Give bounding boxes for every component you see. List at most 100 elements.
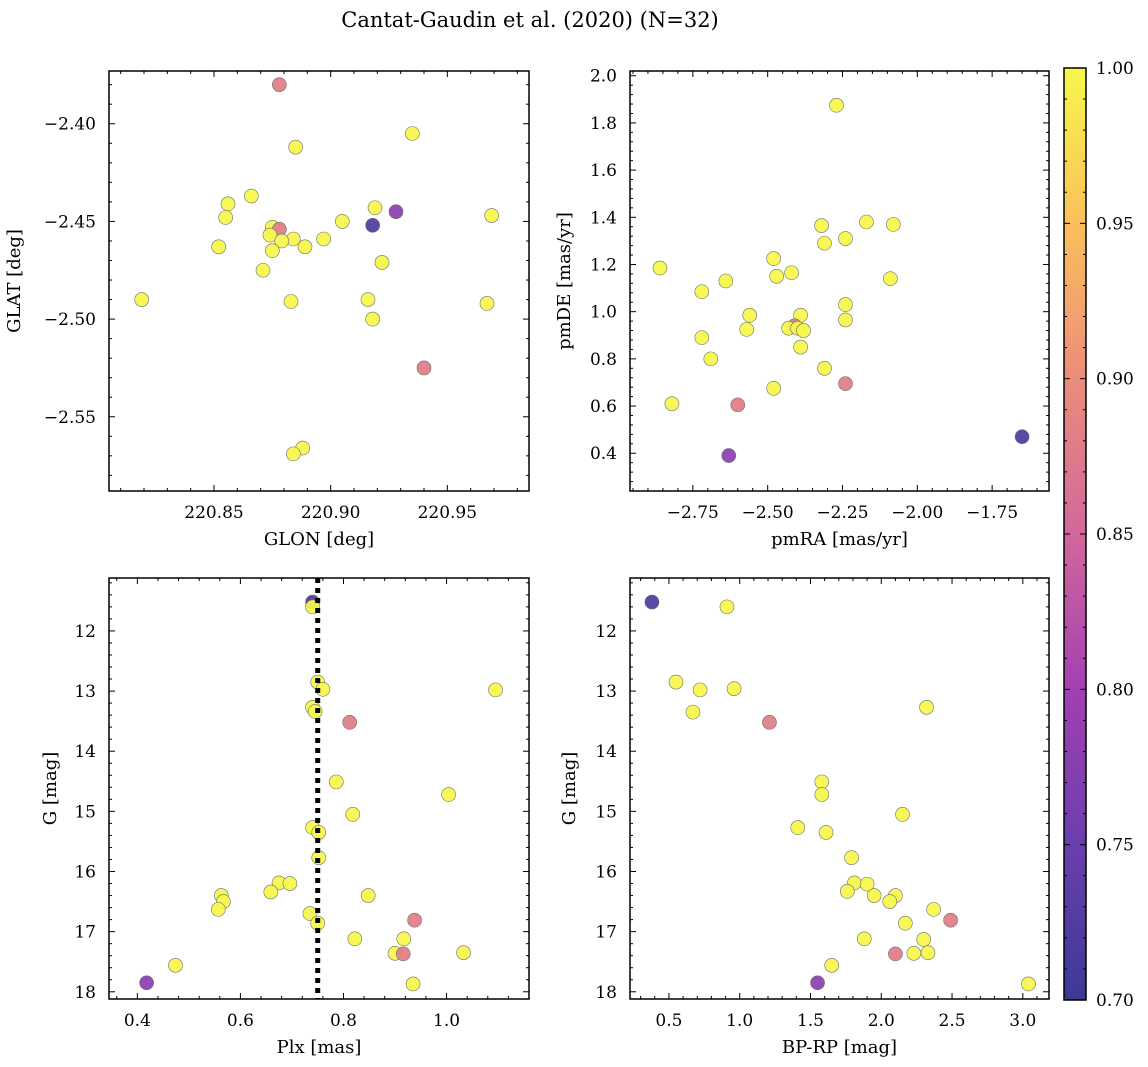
y-tick-label: 0.4 bbox=[590, 444, 617, 464]
figure-title: Cantat-Gaudin et al. (2020) (N=32) bbox=[341, 8, 719, 32]
scatter-point bbox=[168, 958, 183, 973]
scatter-point bbox=[1021, 976, 1036, 992]
scatter-point bbox=[817, 361, 832, 376]
scatter-point bbox=[692, 682, 708, 698]
x-axis-label: pmRA [mas/yr] bbox=[771, 529, 908, 550]
x-tick-label: 0.4 bbox=[124, 1011, 151, 1031]
scatter-point bbox=[360, 888, 376, 903]
scatter-point bbox=[886, 217, 901, 232]
scatter-point bbox=[829, 97, 844, 113]
scatter-point bbox=[838, 231, 853, 246]
scatter-point bbox=[365, 311, 380, 327]
scatter-point bbox=[316, 231, 331, 247]
scatter-point bbox=[844, 850, 859, 865]
scatter-point bbox=[895, 807, 910, 822]
scatter-point bbox=[407, 912, 422, 928]
y-tick-label: 13 bbox=[74, 682, 96, 702]
y-tick-label: −2.40 bbox=[44, 115, 96, 135]
scatter-point bbox=[210, 902, 226, 917]
y-tick-label: 18 bbox=[595, 983, 617, 1003]
scatter-point bbox=[859, 876, 875, 892]
scatter-point bbox=[282, 876, 298, 891]
scatter-point bbox=[810, 975, 825, 991]
x-tick-label: 0.8 bbox=[330, 1011, 357, 1031]
x-axis-label: Plx [mas] bbox=[277, 1037, 362, 1058]
x-tick-label: 220.90 bbox=[301, 503, 360, 523]
y-tick-label: 1.8 bbox=[590, 114, 617, 134]
scatter-point bbox=[405, 976, 421, 992]
scatter-point bbox=[726, 681, 742, 696]
y-tick-label: −2.50 bbox=[44, 310, 96, 330]
scatter-point bbox=[416, 360, 432, 376]
scatter-point bbox=[484, 208, 499, 223]
scatter-point bbox=[211, 239, 226, 255]
scatter-point bbox=[943, 912, 958, 928]
scatter-point bbox=[766, 251, 781, 266]
x-tick-label: 220.95 bbox=[418, 503, 477, 523]
scatter-points bbox=[139, 594, 503, 992]
scatter-point bbox=[652, 260, 668, 276]
scatter-point bbox=[793, 339, 808, 355]
scatter-point bbox=[796, 323, 811, 338]
scatter-point bbox=[218, 210, 233, 225]
scatter-point bbox=[721, 448, 737, 463]
y-tick-label: 14 bbox=[74, 742, 96, 762]
scatter-point bbox=[244, 188, 259, 204]
scatter-point bbox=[302, 906, 318, 921]
y-tick-label: 16 bbox=[595, 862, 617, 882]
axes-frame bbox=[108, 577, 530, 1000]
x-tick-label: 1.5 bbox=[797, 1011, 824, 1031]
scatter-point bbox=[916, 932, 932, 947]
scatter-point bbox=[866, 888, 882, 903]
y-tick-label: 13 bbox=[595, 682, 617, 702]
scatter-point bbox=[838, 376, 853, 391]
scatter-point bbox=[790, 820, 806, 835]
y-tick-label: 15 bbox=[595, 802, 617, 822]
scatter-point bbox=[920, 945, 936, 960]
x-tick-label: 0.5 bbox=[655, 1011, 682, 1031]
panel-pmra-pmde: −2.75 −2.50 −2.25 −2.00 −1.75 0.4 0.6 0.8 1.0 1.2… bbox=[554, 67, 1050, 550]
scatter-point bbox=[374, 255, 390, 270]
y-tick-label: 2.0 bbox=[590, 67, 617, 87]
scatter-point bbox=[220, 196, 236, 212]
scatter-point bbox=[919, 700, 934, 715]
scatter-point bbox=[719, 599, 735, 615]
y-tick-label: 17 bbox=[74, 923, 96, 943]
scatter-point bbox=[367, 200, 383, 216]
scatter-point bbox=[703, 351, 719, 367]
x-tick-label: 2.0 bbox=[868, 1011, 895, 1031]
scatter-point bbox=[926, 902, 941, 917]
scatter-point bbox=[739, 322, 755, 337]
scatter-point bbox=[730, 397, 746, 413]
y-axis-label: G [mag] bbox=[40, 752, 61, 825]
scatter-point bbox=[769, 268, 784, 284]
scatter-point bbox=[824, 958, 840, 973]
scatter-point bbox=[906, 945, 922, 961]
scatter-point bbox=[335, 214, 350, 229]
scatter-point bbox=[742, 307, 758, 323]
scatter-point bbox=[342, 715, 357, 730]
panel-plx-g: 0.4 0.6 0.8 1.0 12 13 14 15 16 17 18 Plx [mas] G [ma… bbox=[40, 577, 530, 1058]
scatter-points bbox=[134, 77, 499, 462]
panel-bprp-g: 0.5 1.0 1.5 2.0 2.5 3.0 12 13 14 15 16 17 18 BP-RP [m… bbox=[559, 577, 1050, 1058]
scatter-point bbox=[283, 294, 299, 309]
scatter-point bbox=[664, 396, 680, 411]
y-tick-label: 12 bbox=[74, 622, 96, 642]
colorbar-tick-label: 0.70 bbox=[1096, 991, 1134, 1011]
x-tick-label: 220.85 bbox=[184, 503, 243, 523]
x-tick-label: −2.75 bbox=[667, 503, 719, 523]
scatter-point bbox=[718, 273, 734, 289]
axes-frame bbox=[629, 70, 1050, 492]
scatter-point bbox=[297, 239, 313, 255]
scatter-points bbox=[652, 97, 1030, 463]
scatter-points bbox=[644, 594, 1036, 992]
x-tick-label: −2.50 bbox=[742, 503, 794, 523]
colorbar-tick-label: 0.80 bbox=[1096, 680, 1134, 700]
scatter-point bbox=[456, 945, 471, 960]
scatter-point bbox=[360, 292, 376, 307]
scatter-point bbox=[347, 931, 363, 947]
scatter-point bbox=[405, 126, 420, 141]
scatter-point bbox=[134, 292, 149, 307]
scatter-point bbox=[345, 807, 361, 822]
